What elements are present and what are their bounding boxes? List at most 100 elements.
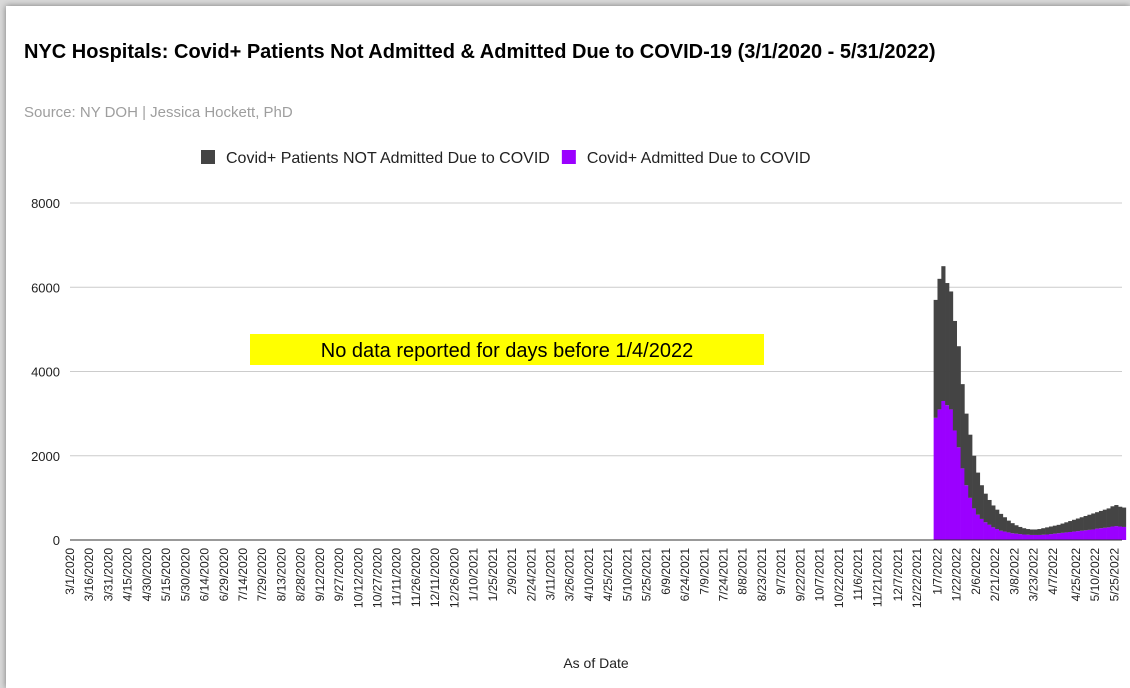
bar-segment xyxy=(1048,534,1054,540)
bar-segment xyxy=(1002,517,1007,532)
bar-segment xyxy=(1075,518,1081,532)
bar-segment xyxy=(1072,531,1077,540)
bar-segment xyxy=(1048,526,1054,535)
bar-segment xyxy=(1045,534,1050,540)
bar-segment xyxy=(937,409,942,540)
x-tick-label: 3/8/2022 xyxy=(1007,548,1021,595)
bar-segment xyxy=(991,527,996,540)
bar-segment xyxy=(945,405,950,540)
bar-segment xyxy=(995,529,1000,540)
bar-segment xyxy=(1098,510,1104,529)
x-tick-label: 7/9/2021 xyxy=(697,548,711,595)
bar-segment xyxy=(1118,526,1123,540)
bar-segment xyxy=(1064,532,1069,540)
bar-segment xyxy=(1095,512,1100,529)
bar-segment xyxy=(956,346,961,448)
bar-segment xyxy=(1079,517,1084,531)
x-tick-label: 12/11/2020 xyxy=(428,548,442,607)
bar-segment xyxy=(1029,529,1034,535)
x-tick-label: 8/8/2021 xyxy=(736,548,750,595)
bar-segment xyxy=(1087,514,1092,530)
bar-segment xyxy=(975,514,981,540)
bar-segment xyxy=(1029,534,1034,540)
x-axis-title: As of Date xyxy=(563,655,629,671)
x-tick-label: 12/26/2020 xyxy=(447,548,461,608)
x-tick-label: 6/9/2021 xyxy=(659,548,673,595)
x-tick-label: 2/6/2022 xyxy=(969,548,983,595)
annotation: No data reported for days before 1/4/202… xyxy=(321,340,693,362)
x-tick-label: 9/27/2020 xyxy=(332,548,346,602)
bar-segment xyxy=(1037,529,1042,535)
bar-segment xyxy=(964,485,969,540)
bar-segment xyxy=(960,468,965,540)
x-tick-label: 7/14/2020 xyxy=(236,548,250,602)
annotation-box xyxy=(250,334,764,365)
bar-segment xyxy=(960,384,965,469)
legend-swatch xyxy=(201,150,215,164)
bar-segment xyxy=(1045,527,1050,535)
x-tick-label: 10/27/2020 xyxy=(371,548,385,608)
x-tick-label: 3/1/2020 xyxy=(63,548,77,595)
bar-segment xyxy=(1072,519,1077,532)
bar-segment xyxy=(1006,520,1011,533)
x-tick-label: 1/22/2022 xyxy=(950,548,964,602)
x-tick-label: 9/7/2021 xyxy=(774,548,788,595)
bar-segment xyxy=(1064,522,1069,533)
bar-segment xyxy=(983,522,988,540)
bar-segment xyxy=(952,430,958,540)
legend-label: Covid+ Patients NOT Admitted Due to COVI… xyxy=(226,150,550,167)
x-tick-label: 6/14/2020 xyxy=(198,548,212,602)
chart-title: NYC Hospitals: Covid+ Patients Not Admit… xyxy=(24,41,936,63)
bar-segment xyxy=(1022,534,1027,540)
bar-segment xyxy=(991,505,996,528)
chart-subtitle: Source: NY DOH | Jessica Hockett, PhD xyxy=(24,104,293,121)
bar-segment xyxy=(1060,532,1065,540)
bar-segment xyxy=(968,434,973,498)
bar-segment xyxy=(1114,526,1119,540)
bar-segment xyxy=(1022,528,1027,535)
bar-segment xyxy=(1110,526,1115,540)
bar-segment xyxy=(998,513,1004,531)
x-tick-label: 4/7/2022 xyxy=(1046,548,1060,595)
bar-segment xyxy=(1068,521,1073,532)
x-tick-label: 3/23/2022 xyxy=(1027,548,1041,602)
x-tick-label: 11/21/2021 xyxy=(870,548,884,607)
bar-segment xyxy=(1025,529,1031,535)
x-tick-label: 1/7/2022 xyxy=(930,548,944,595)
bar-segment xyxy=(1060,523,1065,533)
bar-segment xyxy=(1018,526,1023,535)
y-tick-label: 2000 xyxy=(31,449,60,464)
bar-segment xyxy=(1056,524,1061,534)
x-tick-label: 7/24/2021 xyxy=(716,548,730,602)
bar-segment xyxy=(1091,529,1096,540)
bar-segment xyxy=(1025,534,1031,540)
bar-segment xyxy=(979,485,984,519)
legend-swatch xyxy=(561,150,576,164)
bar-segment xyxy=(1014,533,1019,540)
x-tick-label: 11/11/2020 xyxy=(390,548,404,607)
x-tick-label: 12/22/2021 xyxy=(910,548,924,608)
bar-segment xyxy=(1041,534,1046,540)
bar-segment xyxy=(1106,508,1111,528)
bar-segment xyxy=(987,524,992,540)
bar-segment xyxy=(1102,527,1107,540)
bar-segment xyxy=(937,278,942,410)
bar-segment xyxy=(941,266,946,401)
bar-segment xyxy=(949,291,954,410)
bar-segment xyxy=(1091,513,1096,530)
bar-segment xyxy=(1018,534,1023,540)
x-tick-label: 2/21/2022 xyxy=(988,548,1002,602)
bar-segment xyxy=(933,299,938,418)
bar-segment xyxy=(972,455,977,509)
bar-segment xyxy=(1002,531,1007,540)
y-tick-label: 6000 xyxy=(31,280,60,295)
x-tick-label: 5/15/2020 xyxy=(159,548,173,602)
x-tick-label: 8/13/2020 xyxy=(274,548,288,602)
x-tick-label: 3/11/2021 xyxy=(544,548,558,601)
bar-segment xyxy=(1041,528,1046,535)
bar-segment xyxy=(1087,529,1092,540)
bar-segment xyxy=(975,472,981,515)
bar-segment xyxy=(1010,533,1015,540)
x-tick-label: 5/30/2020 xyxy=(178,548,192,602)
bar-segment xyxy=(1037,534,1042,540)
